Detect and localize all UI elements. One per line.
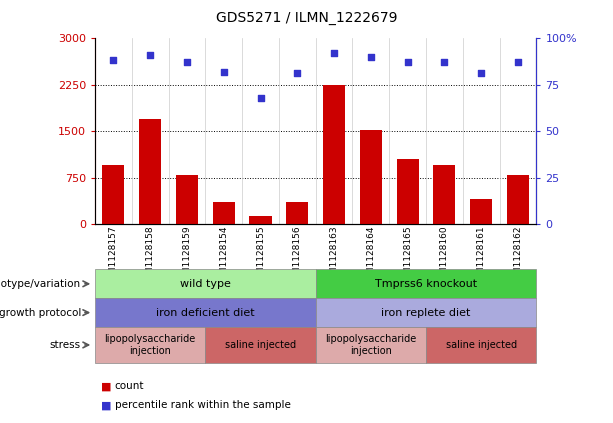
Bar (507, 175, 529, 224)
Bar (213, 203, 235, 224)
Point (366, 53, 376, 60)
Text: Tmprss6 knockout: Tmprss6 knockout (375, 279, 477, 289)
Bar (286, 202, 308, 224)
Point (403, 59, 413, 66)
Text: saline injected: saline injected (446, 340, 517, 350)
Point (219, 68, 229, 75)
Text: count: count (115, 381, 144, 391)
Text: stress: stress (50, 340, 81, 350)
Point (256, 94, 265, 101)
Bar (360, 130, 382, 224)
Point (292, 70, 302, 77)
Bar (139, 119, 161, 224)
Point (145, 52, 155, 58)
Bar (102, 165, 124, 224)
Bar (397, 159, 419, 224)
Text: GDS5271 / ILMN_1222679: GDS5271 / ILMN_1222679 (216, 11, 397, 25)
Text: genotype/variation: genotype/variation (0, 279, 81, 289)
Bar (249, 216, 272, 224)
Point (329, 49, 339, 56)
Bar (470, 199, 492, 224)
Bar (433, 165, 455, 224)
Text: wild type: wild type (180, 279, 230, 289)
Text: lipopolysaccharide
injection: lipopolysaccharide injection (326, 334, 416, 356)
Point (440, 59, 449, 66)
Text: ■: ■ (101, 381, 112, 391)
Text: iron replete diet: iron replete diet (381, 308, 471, 318)
Text: saline injected: saline injected (225, 340, 296, 350)
Point (513, 59, 523, 66)
Bar (323, 85, 345, 224)
Text: iron deficient diet: iron deficient diet (156, 308, 254, 318)
Text: lipopolysaccharide
injection: lipopolysaccharide injection (105, 334, 196, 356)
Point (182, 59, 192, 66)
Bar (176, 175, 198, 224)
Point (109, 57, 118, 64)
Text: percentile rank within the sample: percentile rank within the sample (115, 400, 291, 410)
Text: growth protocol: growth protocol (0, 308, 81, 318)
Point (476, 70, 486, 77)
Text: ■: ■ (101, 400, 112, 410)
